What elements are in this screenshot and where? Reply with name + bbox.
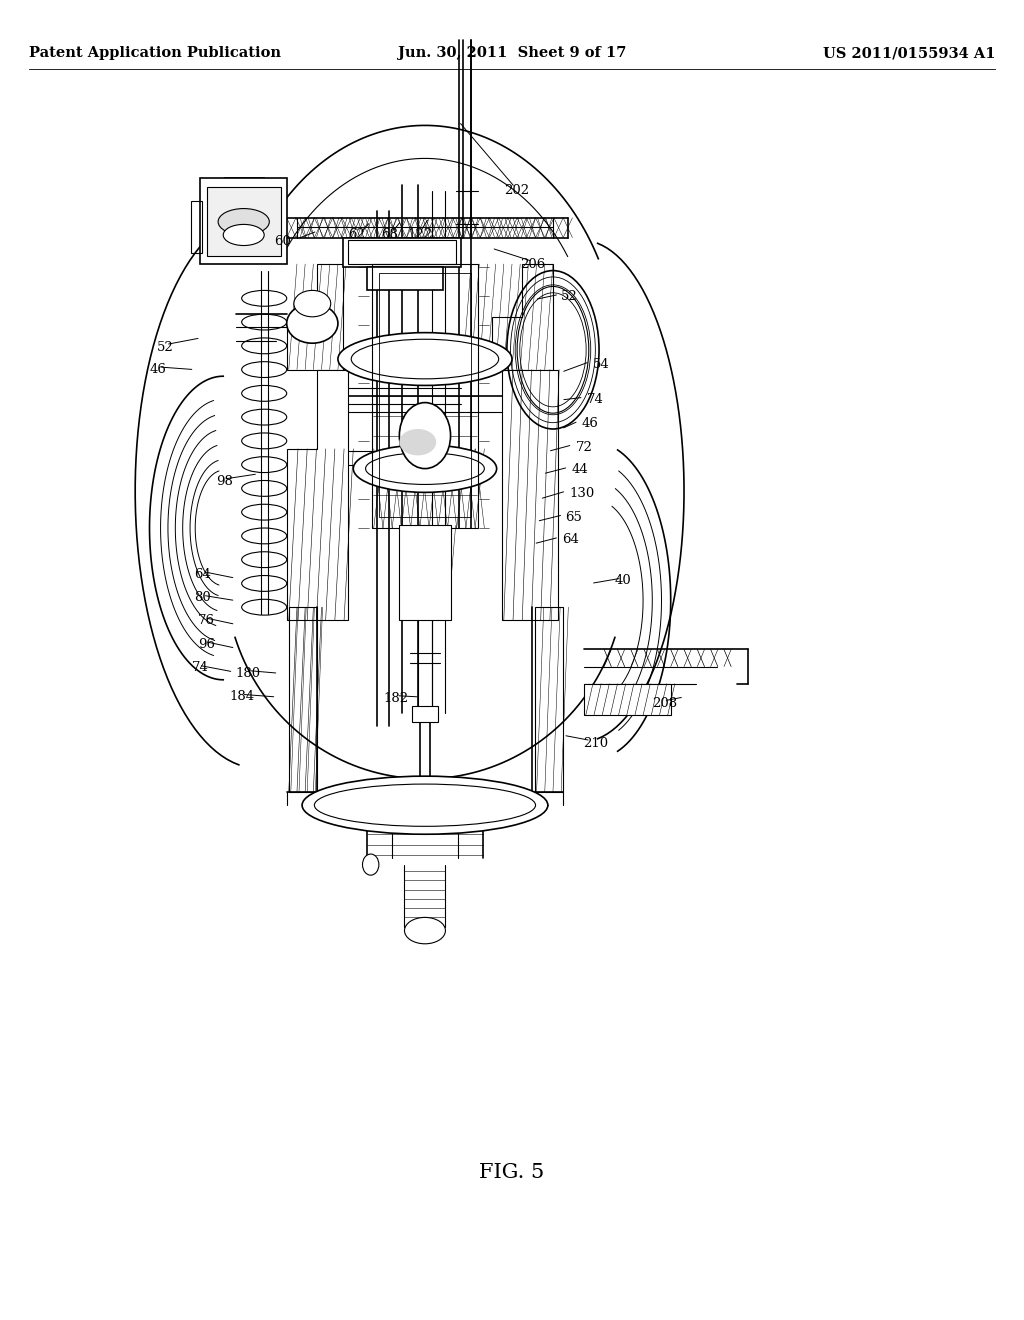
Text: 96: 96 (198, 638, 215, 651)
Bar (367, 267, 443, 290)
Text: 62: 62 (348, 228, 365, 242)
Ellipse shape (366, 453, 484, 484)
Text: Jun. 30, 2011  Sheet 9 of 17: Jun. 30, 2011 Sheet 9 of 17 (397, 46, 627, 61)
Ellipse shape (353, 445, 497, 492)
Bar (399, 525, 451, 620)
Text: 64: 64 (195, 568, 211, 581)
Text: 98: 98 (216, 475, 232, 488)
Text: 60: 60 (274, 235, 291, 248)
Bar (343, 238, 461, 267)
Ellipse shape (287, 304, 338, 343)
Bar (348, 240, 456, 264)
Bar (412, 706, 438, 722)
Text: 182: 182 (383, 692, 409, 705)
Bar (207, 187, 281, 256)
Text: 74: 74 (587, 393, 603, 407)
Ellipse shape (302, 776, 548, 834)
Text: 210: 210 (583, 737, 608, 750)
Text: FIG. 5: FIG. 5 (479, 1163, 545, 1181)
Bar (535, 607, 563, 792)
Bar (200, 178, 287, 264)
Text: 180: 180 (236, 667, 261, 680)
Text: 184: 184 (229, 690, 255, 704)
Ellipse shape (362, 854, 379, 875)
Ellipse shape (338, 333, 512, 385)
Bar (584, 684, 671, 715)
Polygon shape (461, 264, 553, 370)
Text: 206: 206 (520, 257, 546, 271)
Polygon shape (287, 370, 348, 620)
Text: 52: 52 (561, 290, 578, 304)
Polygon shape (502, 370, 558, 620)
Text: 40: 40 (614, 574, 631, 587)
Text: 46: 46 (582, 417, 598, 430)
Ellipse shape (399, 429, 436, 455)
Ellipse shape (404, 917, 445, 944)
Text: 208: 208 (652, 697, 678, 710)
Text: 64: 64 (562, 533, 579, 546)
Text: 46: 46 (150, 363, 166, 376)
Bar (289, 607, 317, 792)
Text: 52: 52 (157, 341, 173, 354)
Text: Patent Application Publication: Patent Application Publication (29, 46, 281, 61)
Text: 72: 72 (575, 441, 592, 454)
Bar (191, 201, 202, 253)
Text: 202: 202 (504, 183, 529, 197)
Polygon shape (287, 264, 343, 370)
Text: 74: 74 (191, 661, 208, 675)
Text: 80: 80 (195, 591, 211, 605)
Text: US 2011/0155934 A1: US 2011/0155934 A1 (823, 46, 995, 61)
Text: 65: 65 (565, 511, 582, 524)
Text: 76: 76 (198, 614, 215, 627)
Circle shape (399, 403, 451, 469)
Ellipse shape (294, 290, 331, 317)
Text: 44: 44 (571, 463, 588, 477)
Text: 54: 54 (593, 358, 609, 371)
Bar (372, 264, 478, 528)
Ellipse shape (218, 209, 269, 235)
Ellipse shape (223, 224, 264, 246)
Text: 68: 68 (381, 228, 397, 242)
Bar (379, 273, 471, 517)
Ellipse shape (351, 339, 499, 379)
Text: 122: 122 (408, 228, 433, 242)
Text: 130: 130 (569, 487, 595, 500)
Ellipse shape (314, 784, 536, 826)
